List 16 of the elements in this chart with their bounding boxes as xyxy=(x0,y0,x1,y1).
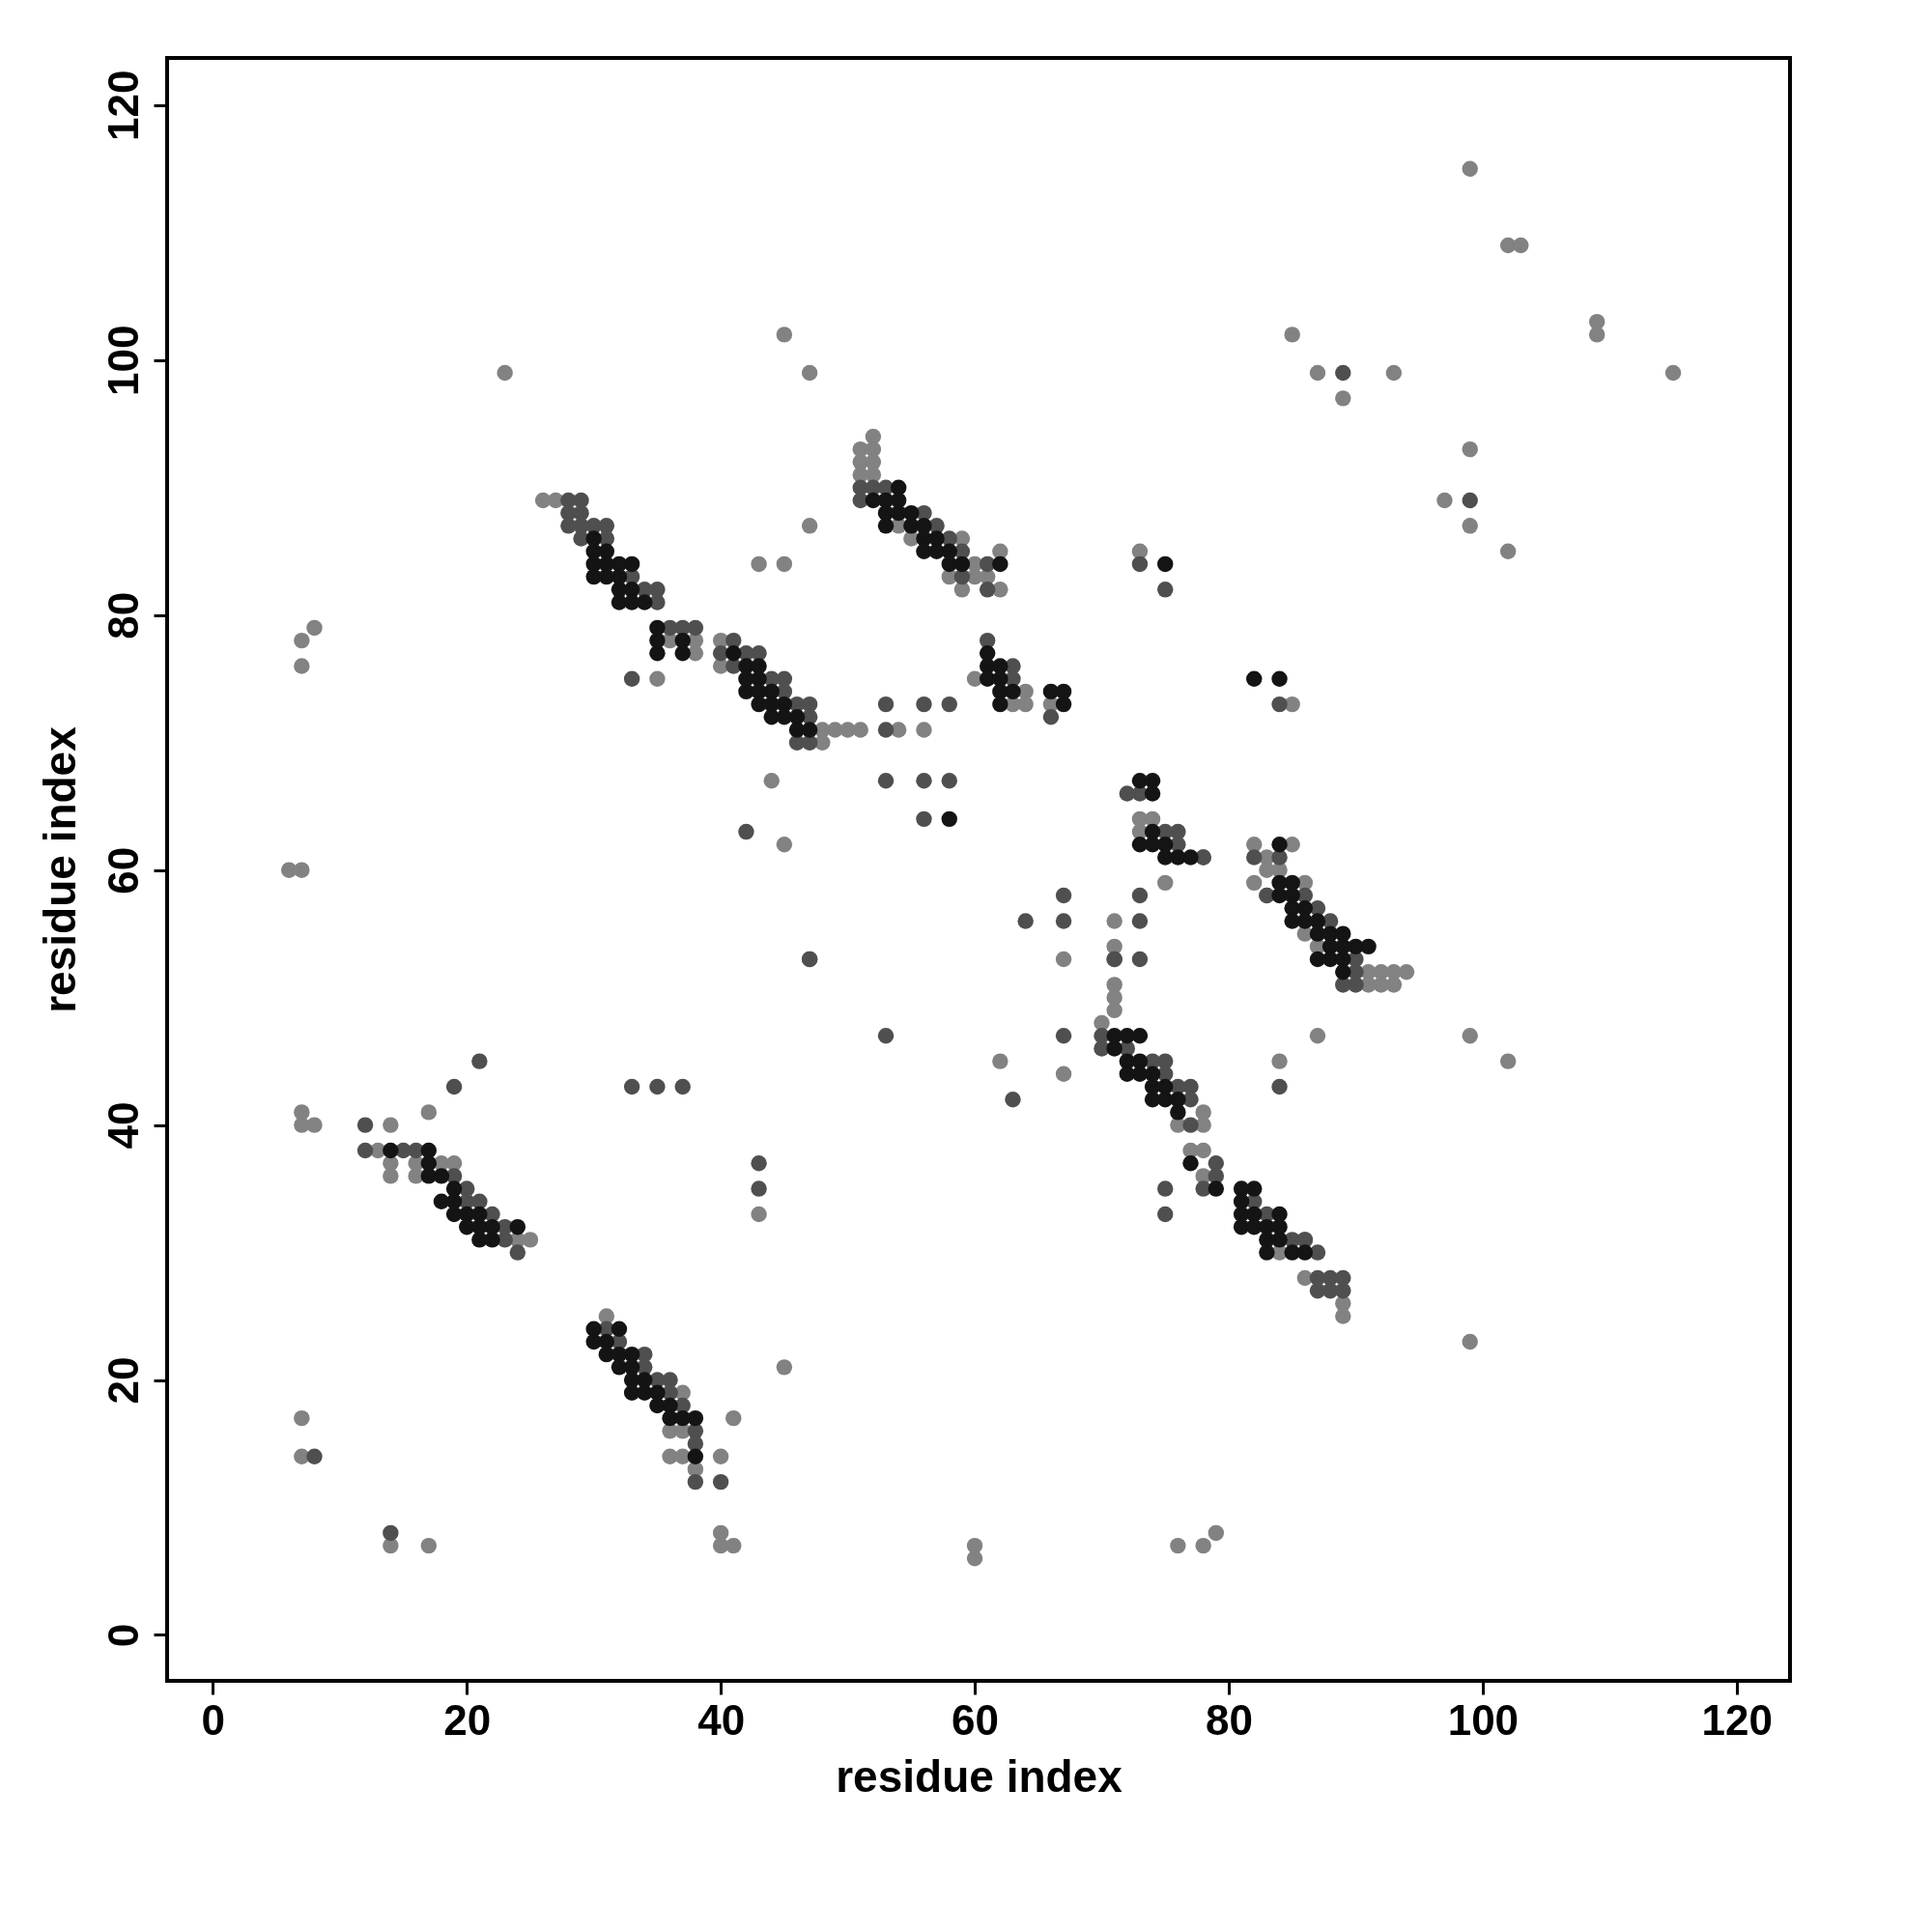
x-tick-label: 0 xyxy=(201,1695,226,1744)
x-tick-label: 120 xyxy=(1701,1695,1773,1744)
x-tick-label: 100 xyxy=(1447,1695,1520,1744)
x-tick-label: 40 xyxy=(697,1695,746,1744)
x-tick-label: 60 xyxy=(952,1695,1000,1744)
y-tick-label: 20 xyxy=(99,1356,147,1405)
y-tick-label: 0 xyxy=(99,1623,147,1648)
y-axis-title: residue index xyxy=(34,725,85,1013)
x-tick-label: 80 xyxy=(1205,1695,1253,1744)
y-tick-label: 100 xyxy=(99,325,147,396)
y-tick-label: 60 xyxy=(99,846,147,895)
y-tick-label: 40 xyxy=(99,1101,147,1150)
x-axis-title: residue index xyxy=(836,1750,1123,1802)
y-tick-label: 120 xyxy=(99,70,147,142)
x-tick-label: 20 xyxy=(443,1695,492,1744)
y-tick-label: 80 xyxy=(99,591,147,639)
